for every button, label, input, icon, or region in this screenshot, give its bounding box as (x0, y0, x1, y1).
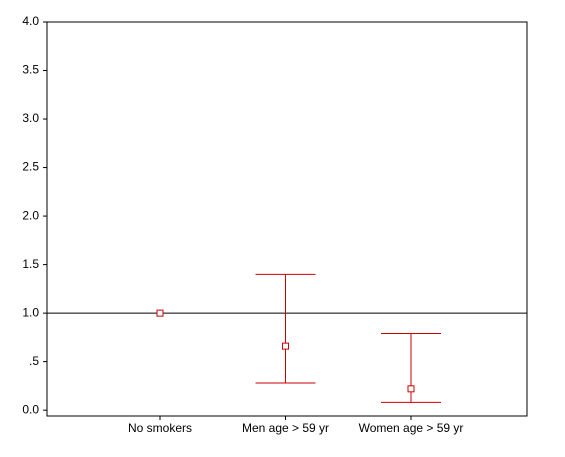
y-tick-label: 0.0 (22, 402, 39, 416)
x-tick-label: Men age > 59 yr (242, 421, 329, 435)
y-tick-label: 1.5 (22, 257, 39, 271)
y-tick-label: 3.5 (22, 63, 39, 77)
y-tick-label: 3.0 (22, 111, 39, 125)
y-tick-label: 4.0 (22, 14, 39, 28)
plot-frame (46, 21, 528, 417)
y-tick-label: 1.0 (22, 305, 39, 319)
y-tick-label: .5 (29, 354, 39, 368)
point-marker (407, 385, 415, 393)
point-marker (282, 342, 289, 350)
y-tick-label: 2.5 (22, 160, 39, 174)
y-tick-label: 2.0 (22, 208, 39, 222)
x-tick-label: No smokers (128, 421, 192, 435)
x-tick-label: Women age > 59 yr (359, 421, 464, 435)
point-marker (156, 309, 164, 317)
